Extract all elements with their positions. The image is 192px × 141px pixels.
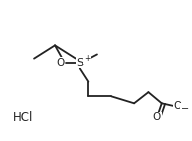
Text: −: −	[180, 104, 189, 114]
Text: O: O	[153, 112, 161, 122]
Text: O: O	[174, 101, 182, 111]
Text: O: O	[57, 58, 65, 68]
Text: +: +	[84, 54, 90, 63]
Text: HCl: HCl	[12, 111, 33, 124]
Text: S: S	[76, 58, 83, 68]
